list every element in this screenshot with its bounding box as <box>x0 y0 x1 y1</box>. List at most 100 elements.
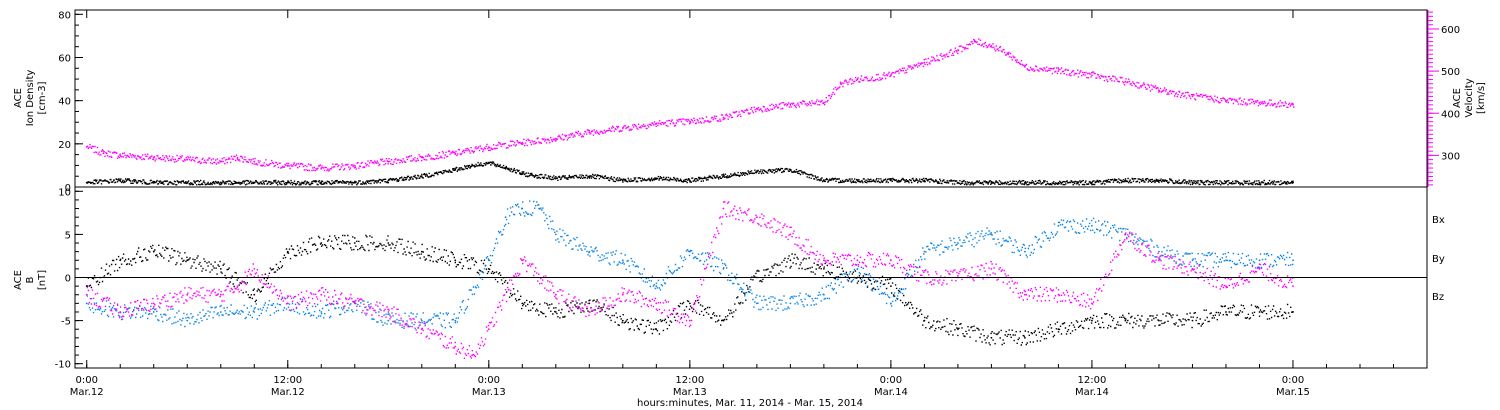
velocity-tick-label: 600 <box>1441 25 1460 36</box>
bx-series-point <box>1124 319 1127 322</box>
bx-series-point <box>85 285 88 287</box>
time-tick-label: 0:00 <box>880 375 902 386</box>
velocity-series-point <box>923 61 926 64</box>
bx-series-point <box>387 242 390 244</box>
velocity-axis-label-line2: Velocity <box>1464 78 1475 117</box>
density-series-point <box>1258 181 1261 184</box>
bz-series-point <box>1191 268 1194 270</box>
velocity-series-point <box>856 78 859 81</box>
density-axis-label-line3: [cm-3] <box>37 81 48 114</box>
bz-series-point <box>756 216 758 219</box>
bx-series-point <box>789 259 792 262</box>
bx-series-point <box>689 302 691 305</box>
bz-series-point <box>1225 285 1227 287</box>
density-series-point <box>890 179 892 182</box>
bz-series-point <box>856 259 859 262</box>
field-axis-label-line1: ACE <box>13 270 24 290</box>
velocity-series-point <box>186 158 189 161</box>
by-series-point <box>1292 259 1294 262</box>
density-series-point <box>722 175 725 178</box>
density-series-point <box>1191 181 1194 184</box>
bx-series-point <box>454 259 457 262</box>
bx-series-point <box>253 293 256 296</box>
bz-series <box>85 201 1294 359</box>
by-series-point <box>186 319 189 322</box>
velocity-series-point <box>823 101 825 104</box>
by-series-point <box>1024 250 1026 253</box>
velocity-series-point <box>521 141 524 144</box>
by-series-point <box>538 207 540 210</box>
bz-series-point <box>219 293 222 296</box>
density-series-point <box>119 179 122 182</box>
field-axis-ticks: -10 -5 0 5 10 <box>55 187 83 371</box>
by-series-point <box>722 268 725 270</box>
by-series-point <box>923 250 926 253</box>
bz-series-point <box>1024 293 1026 296</box>
velocity-series-point <box>554 137 557 140</box>
density-series-point <box>471 164 473 167</box>
bz-series-point <box>890 259 892 262</box>
bx-series-point <box>655 328 658 331</box>
density-series-point <box>186 181 189 184</box>
density-series-point <box>420 175 423 178</box>
density-series-point <box>756 171 758 173</box>
by-series-point <box>152 311 155 313</box>
date-tick-label: Mar.13 <box>673 387 707 398</box>
by-series-point <box>1091 224 1093 227</box>
velocity-series-point <box>655 122 658 125</box>
bz-series-point <box>521 259 524 262</box>
density-series-point <box>823 179 825 182</box>
velocity-series-point <box>789 103 792 106</box>
velocity-series-point <box>621 127 624 129</box>
by-series-point <box>588 250 591 253</box>
bz-series-point <box>554 293 557 296</box>
velocity-axis-label-line3: [km/s] <box>1476 82 1487 114</box>
bx-series-point <box>554 311 557 313</box>
bx-series-point <box>1057 328 1060 331</box>
bx-series-point <box>119 259 122 262</box>
date-tick-label: Mar.14 <box>1075 387 1109 398</box>
bz-series-point <box>722 207 725 210</box>
velocity-series-point <box>353 165 356 167</box>
time-tick-label: 0:00 <box>1282 375 1304 386</box>
bx-series-point <box>487 268 490 270</box>
bz-series-point <box>655 302 658 305</box>
legend-bz: Bz <box>1432 292 1444 303</box>
by-series-point <box>621 259 624 262</box>
velocity-series-point <box>1057 70 1060 72</box>
bx-series-point <box>923 319 926 322</box>
by-series-point <box>320 311 323 313</box>
density-series-point <box>957 181 959 184</box>
velocity-series-point <box>119 154 122 157</box>
density-tick-label: 80 <box>58 10 71 21</box>
velocity-series-point <box>1158 89 1160 91</box>
density-series-point <box>152 181 155 184</box>
by-series-point <box>1057 224 1060 227</box>
density-series-point <box>253 181 256 184</box>
velocity-series-point <box>219 160 222 163</box>
bx-series-point <box>286 250 289 253</box>
density-series-point <box>387 179 390 182</box>
bz-series-point <box>471 354 473 356</box>
bz-series-point <box>152 302 155 305</box>
velocity-tick-label: 300 <box>1441 151 1460 162</box>
by-series <box>85 200 1294 329</box>
velocity-series-point <box>756 108 758 110</box>
velocity-series-point <box>1024 66 1026 68</box>
bz-series-point <box>1057 293 1060 296</box>
velocity-series-point <box>320 167 323 169</box>
velocity-series-point <box>1225 99 1227 102</box>
density-axis-label-line2: Ion Density <box>25 70 36 127</box>
x-axis-title: hours:minutes, Mar. 11, 2014 - Mar. 15, … <box>637 398 863 409</box>
bz-series-point <box>85 293 88 296</box>
velocity-series <box>85 38 1295 172</box>
velocity-series-point <box>454 152 457 155</box>
bx-series-point <box>1225 311 1227 313</box>
density-series-point <box>219 181 222 184</box>
density-tick-label: 60 <box>58 53 71 64</box>
velocity-series-point <box>1007 53 1010 56</box>
by-series-point <box>253 311 256 313</box>
bx-series-point <box>621 319 624 322</box>
